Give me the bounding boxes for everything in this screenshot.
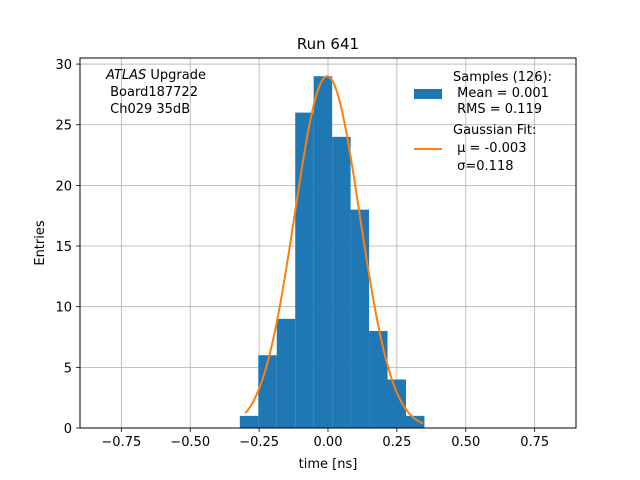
x-tick-label: 0.00 [314,435,343,450]
annotation-line-1: ATLAS Upgrade [105,68,206,83]
y-tick-label: 25 [55,119,72,134]
gaussian-fit-line [244,75,424,425]
x-axis-ticks: −0.75 −0.50 −0.25 0.00 0.25 0.50 0.75 [101,428,549,450]
histogram-bar [276,318,296,428]
histogram-bar [332,136,351,428]
histogram-bar [239,415,259,428]
legend-fit-mu: μ = -0.003 [453,141,526,156]
x-tick-label: 0.25 [382,435,411,450]
atlas-annotation: ATLAS Upgrade Board187722 Ch029 35dB [105,68,206,117]
annotation-upgrade-word: Upgrade [146,68,206,83]
x-tick-label: −0.50 [170,435,210,450]
histogram-bars [239,76,425,429]
annotation-board: Board187722 [106,85,198,100]
chart-title: Run 641 [297,35,359,53]
y-tick-label: 10 [55,301,72,316]
legend-fit-title: Gaussian Fit: [453,123,536,138]
y-axis-title: Entries [33,220,48,266]
x-axis-title: time [ns] [299,457,358,472]
legend-hist-title: Samples (126): [453,70,552,85]
annotation-channel: Ch029 35dB [106,102,190,117]
legend-hist-swatch [414,89,442,99]
y-tick-label: 20 [55,179,72,194]
legend: Samples (126): Mean = 0.001 RMS = 0.119 … [414,70,552,174]
histogram-bar [295,112,314,429]
histogram-bar [369,330,388,428]
y-tick-label: 30 [55,58,72,73]
y-tick-label: 5 [64,361,72,376]
x-tick-label: 0.50 [451,435,480,450]
y-tick-label: 0 [64,422,72,437]
gaussian-fit [244,75,424,425]
x-tick-label: −0.25 [239,435,279,450]
annotation-atlas-word: ATLAS [105,68,146,83]
histogram-bar [313,76,333,429]
legend-hist-rms: RMS = 0.119 [453,102,542,117]
histogram-bar [258,355,277,428]
histogram-bar [350,209,370,428]
x-tick-label: −0.75 [101,435,141,450]
legend-hist-mean: Mean = 0.001 [453,86,549,101]
y-axis-ticks: 0 5 10 15 20 25 30 [55,58,80,437]
histogram-bar [387,379,406,428]
x-tick-label: 0.75 [520,435,549,450]
histogram-bar [405,415,425,428]
y-tick-label: 15 [55,240,72,255]
legend-fit-sigma: σ=0.118 [453,159,513,174]
